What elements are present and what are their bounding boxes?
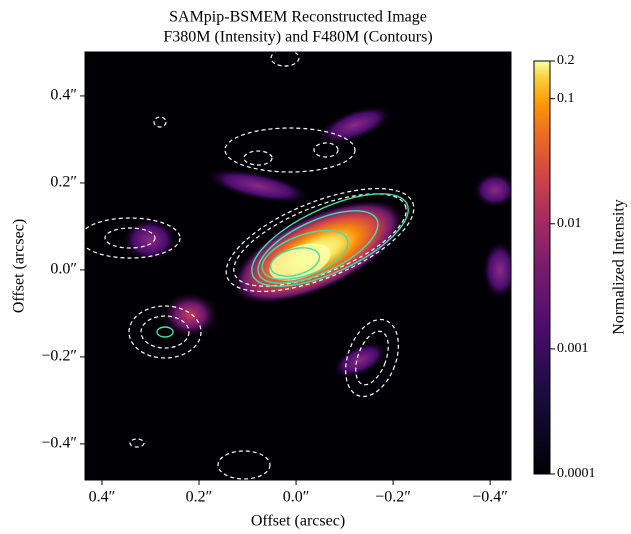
chart: SAMpip-BSMEM Reconstructed Image F380M (…	[0, 0, 631, 534]
chart-subtitle: F380M (Intensity) and F480M (Contours)	[163, 29, 432, 46]
colorbar	[534, 61, 550, 474]
x-tick-label: 0.2″	[186, 489, 213, 506]
y-axis-label: Offset (arcsec)	[11, 219, 28, 313]
colorbar-tick-label: 0.01	[557, 216, 582, 231]
colorbar-tick-label: 0.0001	[557, 466, 596, 481]
y-tick-label: 0.0″	[50, 261, 77, 278]
colorbar-tick-label: 0.2	[557, 53, 575, 68]
x-tick-label: 0.4″	[89, 489, 116, 506]
y-tick-label: −0.4″	[41, 435, 77, 452]
x-tick-label: 0.0″	[283, 489, 310, 506]
colorbar-tick-label: 0.1	[557, 91, 575, 106]
x-axis-label: Offset (arcsec)	[251, 513, 345, 530]
y-tick-label: −0.2″	[41, 348, 77, 365]
x-tick-label: −0.2″	[375, 489, 411, 506]
image	[80, 50, 518, 480]
colorbar-label: Normalized Intensity	[611, 199, 628, 335]
chart-title: SAMpip-BSMEM Reconstructed Image	[169, 9, 427, 26]
x-tick-label: −0.4″	[472, 489, 508, 506]
y-tick-label: 0.4″	[50, 87, 77, 104]
colorbar-tick-label: 0.001	[557, 341, 589, 356]
y-tick-label: 0.2″	[50, 174, 77, 191]
